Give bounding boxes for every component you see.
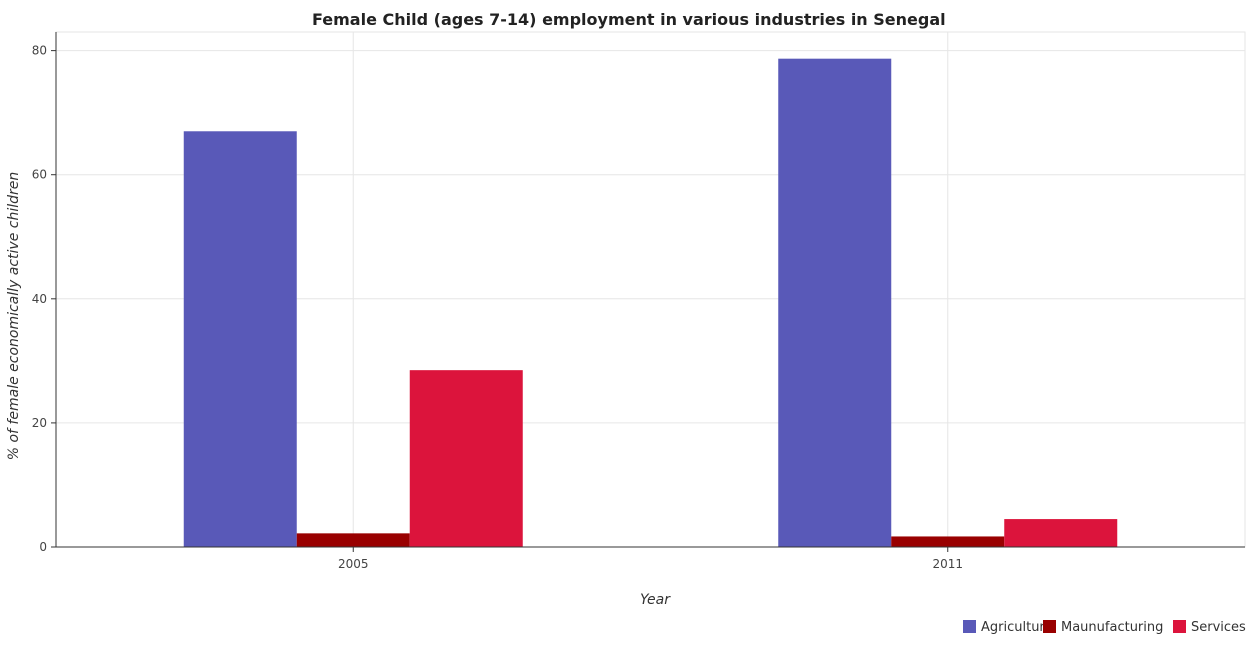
legend-item-agriculture: Agriculture bbox=[963, 620, 1053, 635]
y-axis-label: % of female economically active children bbox=[6, 172, 22, 461]
y-tick-label: 80 bbox=[32, 44, 47, 58]
x-tick-label: 2011 bbox=[932, 557, 963, 571]
y-tick-label: 0 bbox=[39, 540, 47, 554]
legend-label: Agriculture bbox=[981, 620, 1053, 635]
bar-maunufacturing-2005 bbox=[296, 533, 410, 547]
bar-services-2011 bbox=[1004, 519, 1118, 547]
bar-services-2005 bbox=[409, 370, 523, 547]
bars bbox=[183, 58, 1118, 548]
x-axis-label: Year bbox=[640, 592, 671, 608]
legend-swatch bbox=[1173, 620, 1186, 633]
legend-swatch bbox=[963, 620, 976, 633]
legend-item-services: Services bbox=[1173, 620, 1246, 635]
y-tick-label: 20 bbox=[32, 416, 47, 430]
bar-maunufacturing-2011 bbox=[891, 536, 1005, 547]
x-tick-label: 2005 bbox=[338, 557, 369, 571]
legend-swatch bbox=[1043, 620, 1056, 633]
y-tick-label: 40 bbox=[32, 292, 47, 306]
legend: Agriculture Maunufacturing Services bbox=[963, 620, 1246, 635]
y-tick-label: 60 bbox=[32, 168, 47, 182]
chart-title: Female Child (ages 7-14) employment in v… bbox=[312, 10, 946, 29]
axes: 0 20 40 60 80 2005 2011 bbox=[32, 32, 1245, 571]
legend-label: Maunufacturing bbox=[1061, 620, 1163, 635]
legend-label: Services bbox=[1191, 620, 1246, 635]
legend-item-maunufacturing: Maunufacturing bbox=[1043, 620, 1163, 635]
bar-agriculture-2005 bbox=[183, 131, 297, 548]
bar-agriculture-2011 bbox=[778, 58, 892, 547]
